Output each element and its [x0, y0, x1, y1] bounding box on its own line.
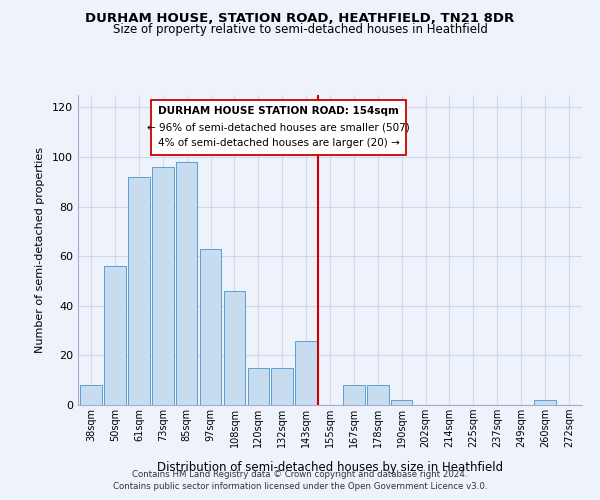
- Bar: [248, 368, 269, 405]
- Bar: [295, 340, 317, 405]
- Bar: [534, 400, 556, 405]
- Bar: [151, 100, 406, 154]
- Bar: [104, 266, 126, 405]
- Y-axis label: Number of semi-detached properties: Number of semi-detached properties: [35, 147, 45, 353]
- Bar: [200, 249, 221, 405]
- Text: 4% of semi-detached houses are larger (20) →: 4% of semi-detached houses are larger (2…: [158, 138, 400, 148]
- Text: ← 96% of semi-detached houses are smaller (507): ← 96% of semi-detached houses are smalle…: [147, 122, 410, 132]
- Bar: [224, 291, 245, 405]
- Bar: [152, 167, 173, 405]
- Bar: [343, 385, 365, 405]
- Bar: [391, 400, 412, 405]
- X-axis label: Distribution of semi-detached houses by size in Heathfield: Distribution of semi-detached houses by …: [157, 461, 503, 474]
- Text: DURHAM HOUSE, STATION ROAD, HEATHFIELD, TN21 8DR: DURHAM HOUSE, STATION ROAD, HEATHFIELD, …: [85, 12, 515, 26]
- Text: Contains HM Land Registry data © Crown copyright and database right 2024.: Contains HM Land Registry data © Crown c…: [132, 470, 468, 479]
- Text: Contains public sector information licensed under the Open Government Licence v3: Contains public sector information licen…: [113, 482, 487, 491]
- Text: DURHAM HOUSE STATION ROAD: 154sqm: DURHAM HOUSE STATION ROAD: 154sqm: [158, 106, 399, 116]
- Text: Size of property relative to semi-detached houses in Heathfield: Size of property relative to semi-detach…: [113, 22, 487, 36]
- Bar: [271, 368, 293, 405]
- Bar: [176, 162, 197, 405]
- Bar: [80, 385, 102, 405]
- Bar: [128, 177, 149, 405]
- Bar: [367, 385, 389, 405]
